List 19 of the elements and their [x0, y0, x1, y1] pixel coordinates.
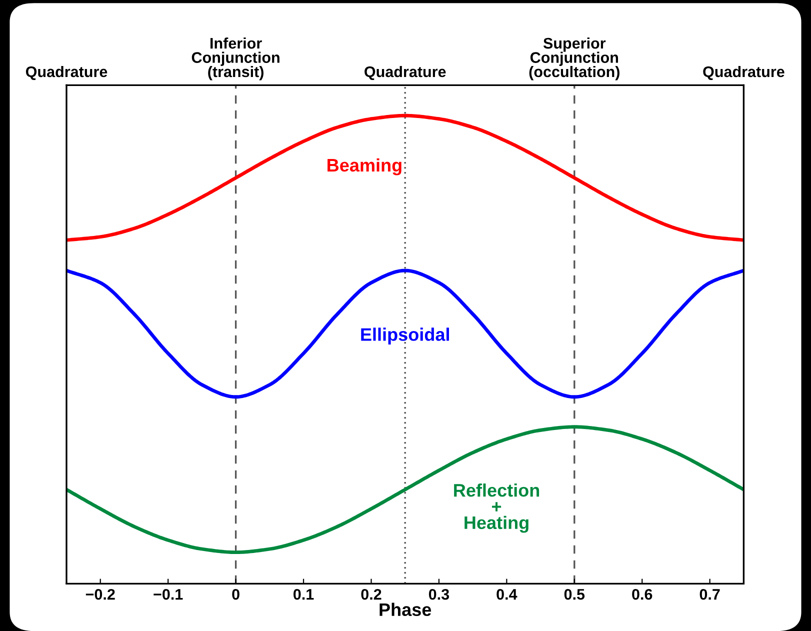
text: Quadrature	[703, 66, 784, 80]
x-tick-label: 0.3	[428, 588, 450, 600]
ref-line-label: Superior Conjunction (occultation)	[529, 37, 620, 80]
x-axis-title: Phase	[380, 602, 432, 616]
x-tick-label: 0	[232, 588, 240, 600]
x-tick-label: 0.1	[294, 588, 314, 600]
text: Quadrature	[26, 66, 108, 80]
x-tick-label: 0.2	[361, 588, 382, 600]
ref-line-label: Inferior Conjunction (transit)	[192, 37, 280, 80]
ref-line-label: Quadrature	[364, 66, 446, 80]
x-tick-label: 0.7	[700, 588, 720, 600]
x-tick-label: 0.5	[564, 588, 585, 600]
series-label: Beaming	[328, 158, 402, 176]
x-tick-label: −0.1	[154, 588, 183, 600]
x-tick-label: 0.6	[632, 588, 652, 600]
x-tick-label: 0.4	[496, 588, 518, 600]
series-label: Ellipsoidal	[361, 328, 449, 344]
x-tick-label: −0.2	[86, 588, 115, 600]
series-label: Reflection + Heating	[454, 483, 540, 533]
